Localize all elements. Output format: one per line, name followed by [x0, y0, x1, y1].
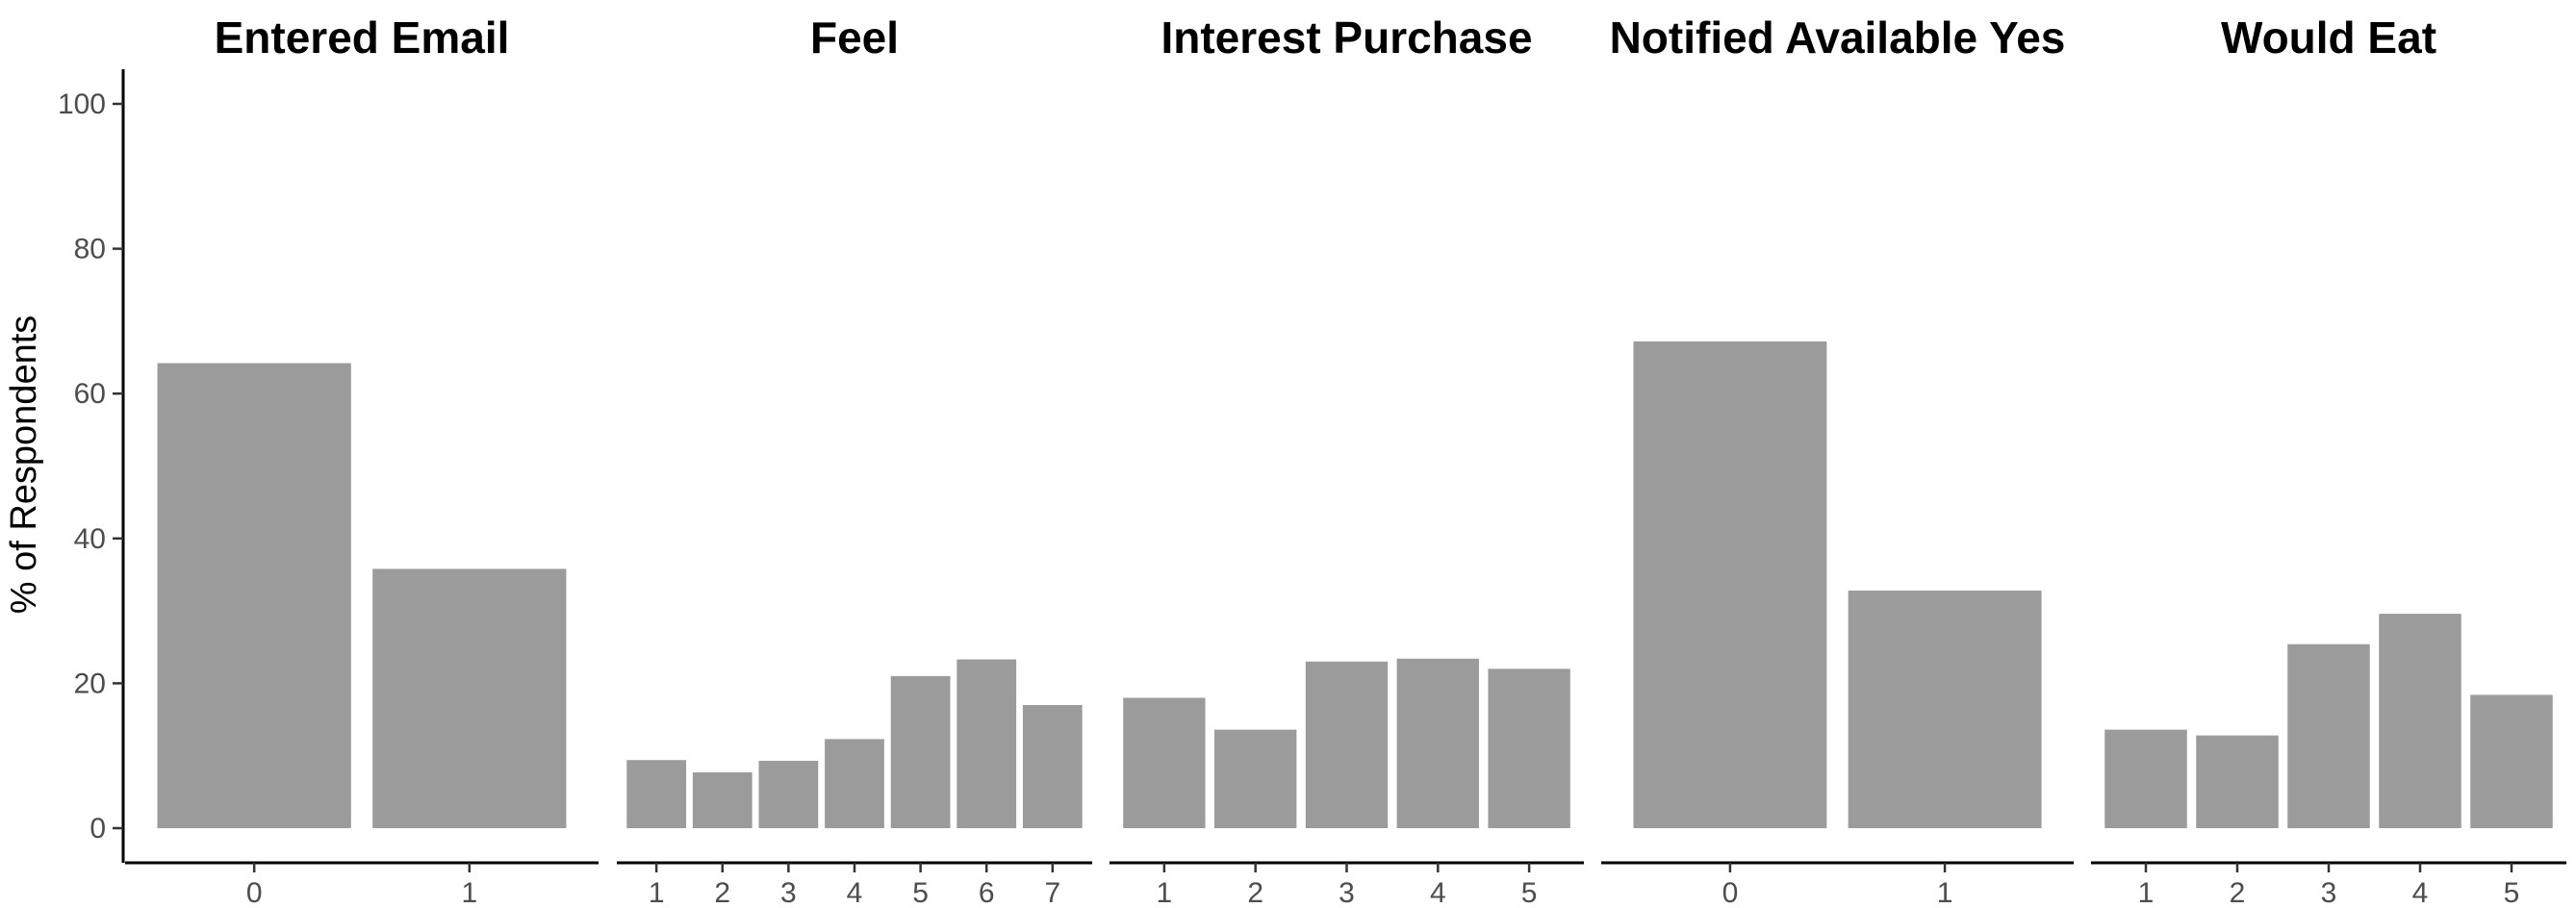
y-axis-title: % of Respondents [4, 315, 44, 615]
y-tick-label: 0 [89, 813, 106, 845]
x-tick-label: 6 [979, 877, 995, 908]
bar [1633, 340, 1827, 828]
y-tick-label: 100 [58, 88, 106, 120]
x-tick-label: 0 [1722, 877, 1739, 908]
x-tick-label: 1 [649, 877, 665, 908]
x-tick-label: 1 [2138, 877, 2155, 908]
bar [2196, 735, 2279, 828]
facet-panel: Notified Available Yes 0 1 [1601, 13, 2074, 908]
x-tick-label: 4 [2412, 877, 2429, 908]
bar [2379, 614, 2461, 828]
facet-panel: Feel 1 2 3 4 5 6 7 [617, 13, 1092, 908]
bar [2287, 643, 2370, 828]
x-tick-label: 3 [2321, 877, 2337, 908]
x-tick-label: 2 [1247, 877, 1263, 908]
x-tick-label: 1 [461, 877, 477, 908]
facet-panel: Entered Email 0 1 [125, 13, 599, 908]
facet-panel: Would Eat 1 2 3 4 5 [2091, 13, 2566, 908]
x-tick-label: 1 [1937, 877, 1953, 908]
y-tick-label: 60 [74, 378, 106, 410]
x-tick-label: 5 [1521, 877, 1538, 908]
x-tick-label: 4 [847, 877, 863, 908]
y-tick-label: 20 [74, 668, 106, 699]
bar [1214, 729, 1297, 828]
x-tick-label: 1 [1157, 877, 1173, 908]
x-tick-label: 0 [246, 877, 263, 908]
facet-title: Entered Email [215, 13, 510, 63]
facet-title: Interest Purchase [1160, 13, 1532, 63]
x-tick-label: 2 [2230, 877, 2246, 908]
bar [1396, 658, 1479, 828]
bar [2104, 729, 2187, 828]
x-tick-label: 5 [912, 877, 929, 908]
x-tick-label: 2 [714, 877, 730, 908]
x-tick-label: 5 [2504, 877, 2520, 908]
bar [2470, 694, 2553, 828]
facet-panels: Entered Email 0 1 Feel 1 2 3 4 5 6 7 Interest Purch… [125, 13, 2566, 908]
facet-title: Would Eat [2221, 13, 2436, 63]
bar [692, 772, 752, 828]
y-tick-label: 80 [74, 234, 106, 265]
bar [1022, 704, 1083, 828]
facet-title: Notified Available Yes [1610, 13, 2066, 63]
bar [157, 363, 351, 828]
bar [372, 568, 567, 828]
bar [1848, 591, 2042, 828]
bar [890, 675, 951, 828]
facet-title: Feel [810, 13, 899, 63]
x-tick-label: 7 [1044, 877, 1060, 908]
bar [956, 659, 1017, 828]
x-tick-label: 4 [1430, 877, 1446, 908]
bar [1488, 668, 1570, 828]
bar [626, 760, 687, 828]
y-tick-label: 40 [74, 523, 106, 555]
bar [758, 760, 819, 828]
y-axis: 0 20 40 60 80 100 [58, 69, 125, 863]
bar [1123, 697, 1206, 828]
bar [825, 739, 884, 828]
x-tick-label: 3 [1339, 877, 1355, 908]
bar [1305, 661, 1389, 828]
facet-panel: Interest Purchase 1 2 3 4 5 [1109, 13, 1584, 908]
x-tick-label: 3 [780, 877, 797, 908]
